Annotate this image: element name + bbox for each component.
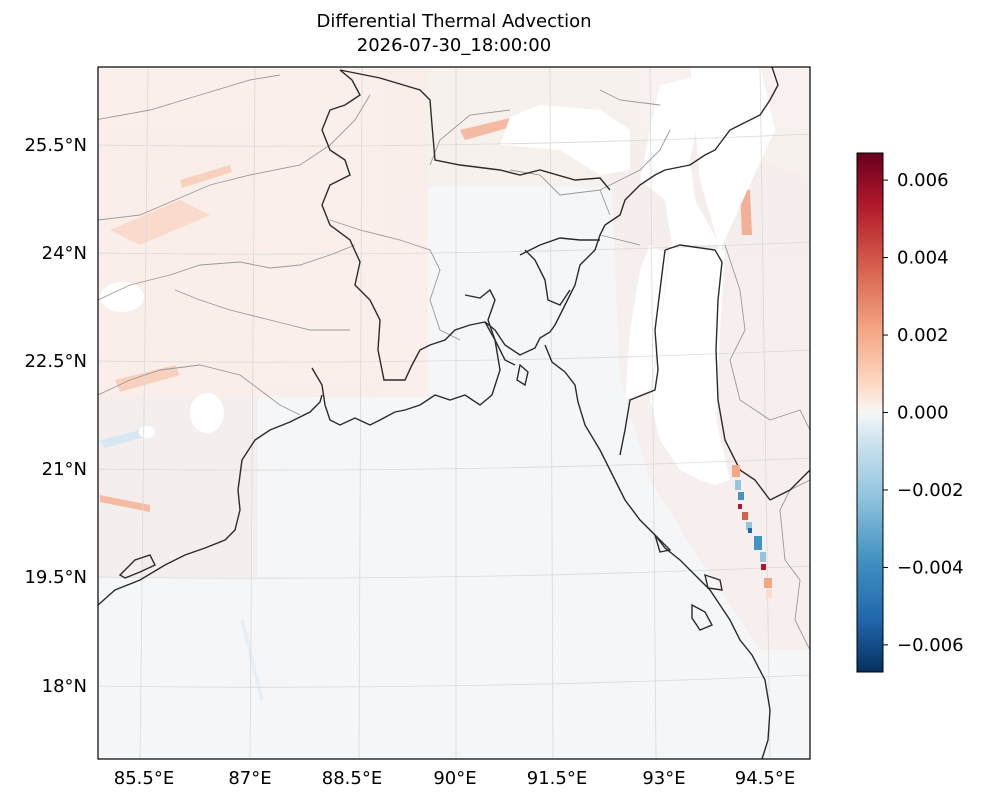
lat-tick-label: 18°N	[42, 676, 87, 697]
colorbar-gradient	[856, 152, 884, 673]
colorbar-tick-label: 0.004	[897, 248, 949, 269]
map-frame	[97, 66, 811, 760]
colorbar: 0.006 0.004 0.002 0.000 −0.002 −0.004 −0.006	[856, 152, 964, 673]
chart-title: Differential Thermal Advection	[316, 11, 592, 32]
chart-subtitle: 2026-07-30_18:00:00	[356, 35, 552, 56]
lon-tick-label: 93°E	[642, 768, 685, 789]
graticule	[98, 67, 810, 759]
lat-tick-label: 25.5°N	[24, 135, 87, 156]
colorbar-tick-label: 0.000	[897, 403, 949, 424]
colorbar-tick-label: −0.006	[897, 635, 964, 656]
colorbar-tick-label: 0.002	[897, 325, 949, 346]
lat-tick-label: 19.5°N	[24, 567, 87, 588]
lon-tick-label: 87°E	[228, 768, 271, 789]
colorbar-tick-label: −0.004	[897, 557, 964, 578]
map-panel	[98, 67, 810, 759]
lat-tick-label: 22.5°N	[24, 351, 87, 372]
coastline	[98, 67, 810, 759]
lon-tick-label: 85.5°E	[114, 768, 174, 789]
lon-tick-labels: 85.5°E 87°E 88.5°E 90°E 91.5°E 93°E 94.5…	[114, 768, 795, 789]
no-data-patches	[100, 67, 775, 485]
colorbar-tick-label: 0.006	[897, 170, 949, 191]
lat-tick-label: 24°N	[42, 243, 87, 264]
colorbar-tick-label: −0.002	[897, 480, 964, 501]
lon-tick-label: 91.5°E	[527, 768, 587, 789]
lat-tick-labels: 25.5°N 24°N 22.5°N 21°N 19.5°N 18°N	[24, 135, 87, 697]
colorbar-ticks: 0.006 0.004 0.002 0.000 −0.002 −0.004 −0.006	[883, 170, 964, 656]
lon-tick-label: 88.5°E	[322, 768, 382, 789]
lat-tick-label: 21°N	[42, 459, 87, 480]
lon-tick-label: 94.5°E	[735, 768, 795, 789]
lon-tick-label: 90°E	[433, 768, 476, 789]
coastal-hotspot	[732, 465, 772, 598]
